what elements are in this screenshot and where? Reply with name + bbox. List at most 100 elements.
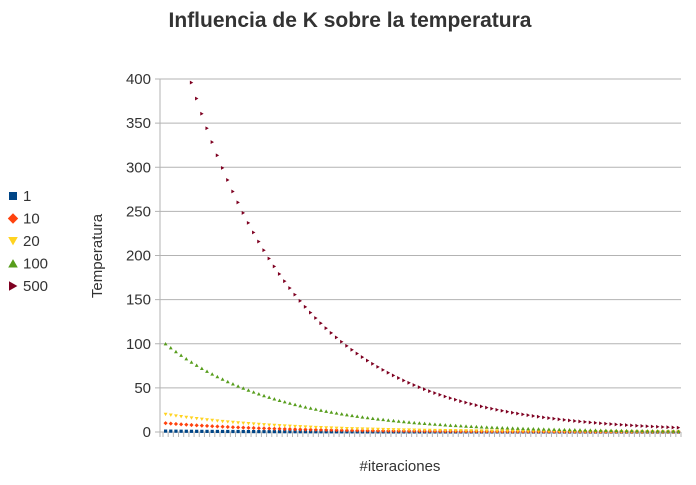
data-point (251, 425, 256, 431)
data-point (189, 360, 194, 364)
data-point (350, 347, 354, 352)
data-point (241, 386, 246, 390)
data-point (205, 418, 209, 422)
data-point (521, 426, 525, 431)
data-point (484, 425, 489, 429)
data-point (448, 423, 453, 427)
y-tick-label: 0 (143, 424, 151, 441)
data-point (438, 392, 442, 397)
data-point (236, 421, 241, 425)
data-point (417, 428, 422, 432)
data-point (366, 358, 370, 363)
data-point (303, 427, 308, 432)
data-point (195, 429, 199, 433)
data-point (225, 420, 230, 424)
data-point (287, 427, 292, 432)
data-point (256, 426, 261, 431)
data-point (505, 409, 510, 414)
y-axis-label: Temperatura (89, 213, 106, 298)
data-point (282, 424, 287, 428)
data-point (189, 422, 194, 428)
data-point (231, 420, 235, 425)
data-point (293, 430, 297, 434)
data-point (485, 405, 489, 410)
data-point (536, 414, 541, 419)
data-point (495, 429, 500, 433)
data-point (526, 413, 530, 418)
data-point (324, 426, 329, 430)
data-point (531, 429, 536, 434)
data-point (635, 423, 639, 428)
data-point (256, 392, 261, 396)
data-point (173, 421, 179, 427)
y-tick-label: 50 (134, 380, 151, 397)
data-point (614, 422, 619, 427)
data-point (422, 428, 427, 433)
data-point (464, 424, 468, 428)
data-point (583, 420, 587, 424)
data-point (484, 429, 489, 433)
data-point (370, 427, 375, 432)
data-point (298, 430, 302, 434)
data-point (319, 408, 323, 412)
data-point (267, 256, 271, 261)
data-point (458, 424, 463, 428)
data-point (194, 417, 199, 421)
data-point (536, 429, 541, 434)
data-point (283, 430, 287, 434)
data-point (355, 427, 360, 431)
legend-label: 1 (23, 188, 31, 205)
data-point (469, 424, 474, 428)
data-point (287, 401, 292, 405)
y-tick-label: 400 (126, 71, 151, 88)
data-point (640, 429, 645, 433)
data-point (381, 417, 386, 422)
data-point (184, 357, 189, 361)
data-point (614, 428, 619, 433)
data-point (438, 428, 443, 433)
data-point (262, 248, 266, 253)
data-point (329, 410, 334, 414)
data-point (453, 423, 458, 428)
data-point (656, 424, 660, 429)
data-point (313, 427, 318, 432)
data-point (666, 429, 670, 433)
data-point (469, 429, 474, 433)
data-point (500, 408, 505, 413)
data-point (495, 425, 500, 430)
data-point (220, 429, 225, 434)
data-point (655, 429, 660, 433)
data-point (225, 379, 230, 384)
data-point (298, 404, 303, 408)
data-point (562, 427, 567, 432)
data-point (381, 427, 386, 432)
data-point (303, 430, 308, 434)
data-point (671, 429, 676, 433)
series-500 (189, 80, 681, 430)
data-point (339, 426, 344, 431)
data-point (262, 423, 266, 427)
data-point (179, 429, 183, 433)
data-point (308, 427, 313, 432)
data-point (370, 416, 375, 420)
data-point (412, 428, 417, 432)
data-point (438, 422, 443, 427)
data-point (226, 429, 230, 434)
data-point (220, 419, 225, 424)
data-point (542, 415, 546, 420)
legend-item-20: 20 (8, 233, 40, 250)
data-point (376, 364, 380, 369)
data-point (360, 355, 365, 360)
data-point (241, 210, 246, 215)
legend-marker (7, 213, 19, 224)
data-point (241, 429, 245, 434)
data-point (324, 409, 329, 413)
data-point (252, 230, 256, 235)
data-point (479, 429, 484, 433)
data-point (376, 427, 380, 432)
data-point (329, 427, 334, 433)
data-point (163, 412, 168, 417)
data-point (314, 316, 318, 320)
data-point (391, 373, 396, 378)
